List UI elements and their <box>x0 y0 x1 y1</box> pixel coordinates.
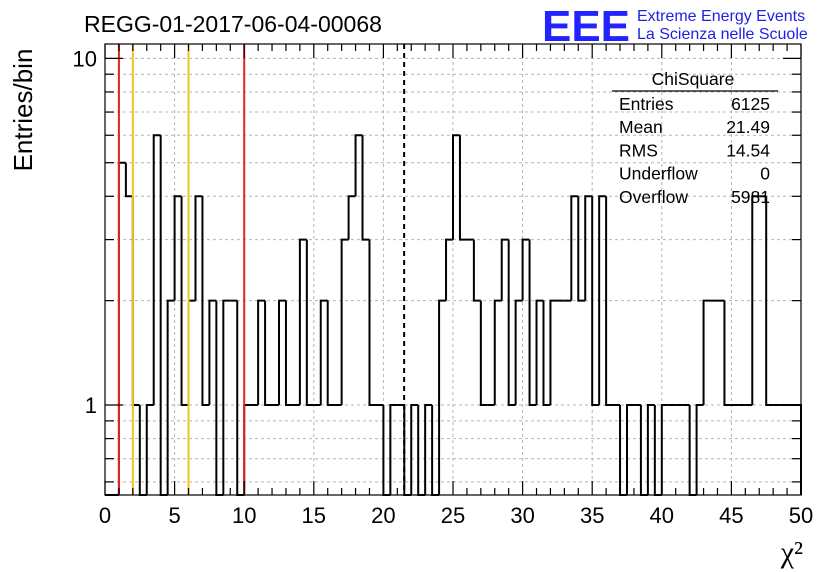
x-tick-label: 25 <box>441 503 465 528</box>
stats-row-label: Mean <box>619 117 663 137</box>
histogram-bin <box>173 195 182 301</box>
x-tick-labels: 0 5 10 15 20 25 30 35 40 45 50 <box>99 503 813 528</box>
histogram-bin <box>452 134 460 240</box>
histogram-bin <box>445 238 453 301</box>
stats-row-value: 6125 <box>731 94 770 114</box>
histogram-bin <box>570 195 579 301</box>
histogram-bin <box>298 238 307 405</box>
stats-title: ChiSquare <box>652 69 735 89</box>
axis-ticks <box>104 44 802 495</box>
histogram-bin <box>646 403 655 495</box>
x-tick-label: 20 <box>371 503 395 528</box>
histogram-bin <box>152 134 161 405</box>
stats-row-label: Entries <box>619 94 674 114</box>
histogram-bin <box>695 403 704 495</box>
histogram-bin <box>660 403 669 495</box>
stats-box: ChiSquare Entries 6125 Mean 21.49 RMS 14.54 Un… <box>612 69 778 207</box>
histogram-bin <box>500 238 509 301</box>
x-tick-label: 5 <box>168 503 180 528</box>
histogram-bin <box>222 299 231 495</box>
histogram-bin <box>145 403 154 495</box>
histogram-bin <box>458 135 467 241</box>
histogram-bin <box>577 196 586 302</box>
y-tick-label: 10 <box>73 46 97 71</box>
histogram-bin <box>479 300 488 406</box>
histogram-bin <box>514 299 523 405</box>
y-tick-labels: 1 10 <box>73 46 97 418</box>
histogram-bin <box>166 299 175 495</box>
histogram-bin <box>765 196 774 406</box>
histogram-bin <box>472 239 481 302</box>
histogram-bin <box>702 299 711 405</box>
histogram-bin <box>264 300 273 406</box>
x-tick-label: 10 <box>232 503 256 528</box>
histogram-bin <box>201 196 210 406</box>
histogram-bin <box>521 238 530 301</box>
histogram-bin <box>278 299 286 405</box>
chart-title: REGG-01-2017-06-04-00068 <box>84 11 382 37</box>
histogram-bin <box>438 299 447 495</box>
histogram-bin <box>194 195 203 301</box>
eee-logo-mark: EEE <box>542 2 630 51</box>
x-axis-title: χ² <box>780 536 803 569</box>
histogram-bin <box>319 299 328 405</box>
stats-row-value: 5981 <box>731 187 770 207</box>
histogram-bin <box>626 403 634 495</box>
histogram-bin <box>354 134 363 197</box>
x-tick-label: 15 <box>302 503 326 528</box>
histogram-bin <box>723 300 732 406</box>
histogram-bin <box>389 403 398 495</box>
stats-row-label: Overflow <box>619 187 688 207</box>
histogram-bin <box>368 239 377 406</box>
histogram-bin <box>347 195 356 240</box>
histogram-bin <box>584 195 593 301</box>
histogram-bin <box>751 195 760 405</box>
marker-lines <box>117 44 406 495</box>
x-tick-label: 50 <box>789 503 813 528</box>
stats-row-value: 0 <box>760 164 770 184</box>
stats-rows: Entries 6125 Mean 21.49 RMS 14.54 Underflow 0 Ov… <box>619 94 770 207</box>
histogram-bin <box>493 299 502 405</box>
y-axis-title: Entries/bin <box>8 49 38 172</box>
stats-row-label: Underflow <box>619 164 698 184</box>
histogram-bin <box>507 239 516 406</box>
histogram-bin <box>361 135 370 241</box>
histogram-bin <box>124 162 133 198</box>
histogram-bin <box>257 299 266 405</box>
histogram-bin <box>208 299 217 405</box>
x-tick-label: 45 <box>719 503 743 528</box>
eee-logo-line1: Extreme Energy Events <box>637 8 805 25</box>
x-tick-label: 0 <box>99 503 111 528</box>
eee-logo-line2: La Scienza nelle Scuole <box>637 26 808 43</box>
x-tick-label: 30 <box>510 503 534 528</box>
stats-row-label: RMS <box>619 140 658 160</box>
histogram-bin <box>284 300 293 406</box>
histogram-bin <box>598 195 607 405</box>
x-tick-label: 40 <box>650 503 674 528</box>
eee-logo: EEE Extreme Energy Events La Scienza nel… <box>542 2 808 51</box>
histogram-bin <box>535 299 544 405</box>
histogram-bin <box>180 196 189 406</box>
histogram-bin <box>549 299 558 405</box>
stats-row-value: 21.49 <box>726 117 770 137</box>
histogram-bin <box>305 239 314 406</box>
x-tick-label: 35 <box>580 503 604 528</box>
histogram-bin <box>424 403 433 495</box>
y-tick-label: 1 <box>85 393 97 418</box>
histogram-bin <box>326 300 335 406</box>
histogram-bin <box>591 196 600 406</box>
stats-row-value: 14.54 <box>726 140 770 160</box>
histogram-bin <box>528 239 537 406</box>
histogram-bin <box>340 238 349 405</box>
histogram-bin <box>410 403 419 495</box>
histogram-bin <box>605 196 614 406</box>
histogram-bin <box>542 300 551 406</box>
